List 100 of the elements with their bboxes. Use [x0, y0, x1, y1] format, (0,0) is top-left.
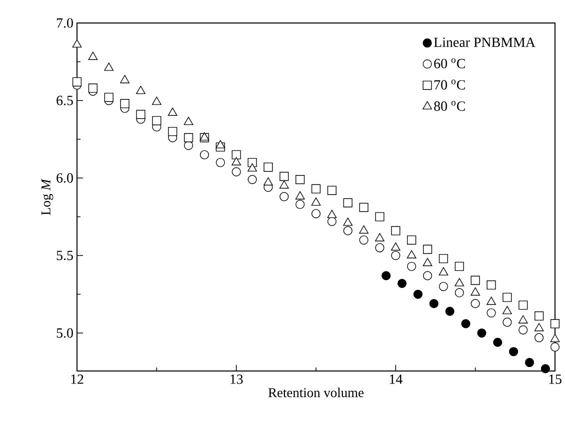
x-tick-label: 12	[71, 374, 84, 384]
x-axis-title: Retention volume	[268, 388, 364, 398]
point	[104, 62, 114, 71]
point	[534, 323, 544, 332]
point	[200, 150, 210, 160]
point	[216, 140, 226, 148]
point	[343, 218, 353, 226]
point	[429, 299, 438, 308]
y-tick-label: 6.0	[56, 173, 73, 183]
point	[550, 319, 560, 328]
point	[232, 150, 241, 160]
point	[445, 306, 454, 316]
point	[486, 308, 496, 318]
point	[184, 116, 194, 126]
point	[88, 52, 98, 60]
point	[534, 311, 544, 321]
point	[502, 292, 512, 302]
point	[454, 278, 464, 286]
point	[390, 242, 400, 251]
point	[375, 233, 384, 242]
point	[550, 342, 560, 352]
legend-label: Linear PNBMMA	[434, 38, 536, 47]
x-tick-label: 13	[230, 374, 243, 384]
point	[232, 167, 241, 176]
point	[518, 300, 528, 310]
point	[470, 287, 480, 296]
point	[486, 296, 496, 305]
point	[311, 184, 321, 194]
y-tick-label: 5.5	[56, 250, 73, 260]
point	[359, 235, 368, 245]
point	[382, 271, 391, 280]
point	[264, 162, 273, 172]
point	[407, 235, 416, 245]
point	[461, 319, 470, 328]
point	[438, 267, 448, 276]
point	[454, 288, 464, 298]
point	[232, 157, 242, 166]
point	[295, 191, 305, 200]
point	[413, 290, 423, 299]
legend-label: 80 $^{o}$C	[434, 100, 465, 111]
point	[518, 325, 528, 334]
point	[136, 86, 146, 94]
point	[502, 318, 512, 327]
point	[136, 110, 146, 119]
point	[311, 197, 321, 206]
point	[152, 96, 162, 105]
point	[104, 92, 114, 102]
point	[534, 333, 544, 342]
point	[397, 278, 407, 288]
point	[407, 262, 416, 271]
point	[422, 271, 432, 280]
point	[327, 210, 337, 218]
point	[406, 250, 416, 258]
y-tick-label: 7.0	[56, 18, 73, 28]
point	[168, 108, 178, 116]
point	[486, 280, 496, 290]
point	[493, 338, 502, 347]
point	[343, 198, 352, 208]
point	[509, 347, 518, 356]
point	[184, 133, 194, 142]
point	[477, 328, 486, 338]
point	[524, 358, 534, 368]
point	[216, 158, 225, 168]
point	[248, 175, 257, 184]
point	[327, 186, 336, 195]
point	[72, 39, 82, 48]
point	[343, 226, 352, 236]
point	[152, 116, 162, 126]
point	[454, 262, 464, 271]
point	[280, 192, 289, 202]
point	[296, 175, 305, 184]
legend-label: 70 $^{o}$C	[434, 80, 465, 90]
legend-label: 60 $^{o}$C	[434, 58, 465, 68]
point	[72, 77, 82, 86]
point	[422, 258, 432, 266]
point	[375, 212, 384, 222]
point	[311, 209, 321, 218]
point	[391, 250, 400, 260]
x-tick-label: 15	[549, 374, 562, 384]
point	[518, 315, 528, 324]
point	[248, 163, 257, 172]
point	[422, 244, 432, 254]
point	[359, 202, 368, 212]
point	[280, 172, 289, 182]
point	[264, 177, 273, 186]
y-tick-label: 6.5	[56, 96, 73, 106]
point	[438, 254, 448, 264]
y-axis-title: Log M	[41, 178, 54, 216]
point	[391, 226, 400, 236]
point	[88, 84, 98, 93]
point	[470, 299, 480, 308]
point	[296, 200, 305, 209]
point	[359, 225, 368, 234]
point	[540, 364, 550, 374]
point	[120, 75, 130, 84]
x-tick-label: 14	[390, 374, 402, 384]
y-tick-label: 5.0	[56, 328, 73, 338]
point	[279, 180, 289, 189]
point	[120, 99, 130, 108]
point	[375, 243, 384, 252]
